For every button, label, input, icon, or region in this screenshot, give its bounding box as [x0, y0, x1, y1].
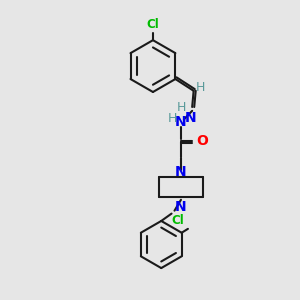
Text: N: N — [185, 111, 197, 125]
Text: H: H — [195, 81, 205, 94]
Text: H: H — [176, 100, 186, 113]
Text: Cl: Cl — [147, 18, 159, 31]
Text: N: N — [175, 165, 187, 179]
Text: H: H — [168, 112, 177, 125]
Text: Cl: Cl — [171, 214, 184, 227]
Text: N: N — [175, 200, 187, 214]
Text: O: O — [196, 134, 208, 148]
Text: N: N — [175, 115, 187, 129]
